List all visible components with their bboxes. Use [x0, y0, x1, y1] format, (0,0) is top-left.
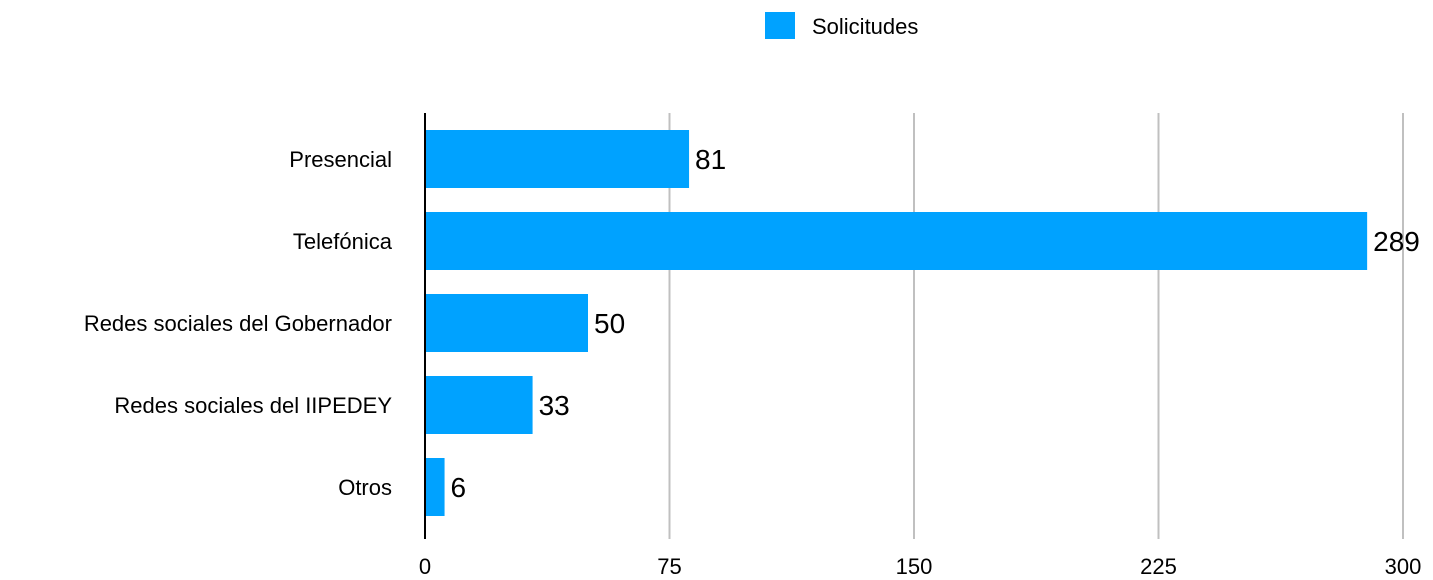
- bar: [425, 458, 445, 516]
- bar: [425, 130, 690, 188]
- data-label: 81: [695, 144, 726, 175]
- x-tick-label: 225: [1140, 554, 1177, 579]
- x-tick-label: 75: [657, 554, 681, 579]
- legend-label: Solicitudes: [812, 14, 918, 39]
- data-label: 289: [1373, 226, 1420, 257]
- category-label: Otros: [338, 475, 392, 500]
- legend: Solicitudes: [765, 12, 918, 39]
- bar: [425, 376, 533, 434]
- data-label: 50: [594, 308, 625, 339]
- bar: [425, 212, 1368, 270]
- x-tick-label: 150: [896, 554, 933, 579]
- bars: [425, 130, 1368, 516]
- category-label: Redes sociales del Gobernador: [84, 311, 392, 336]
- x-tick-label: 300: [1385, 554, 1422, 579]
- bar: [425, 294, 588, 352]
- x-tick-label: 0: [419, 554, 431, 579]
- labels: 0 75 150 225 300 Presencial 81 Telefónica 289 Red…: [84, 144, 1422, 579]
- data-label: 33: [539, 390, 570, 421]
- category-label: Redes sociales del IIPEDEY: [114, 393, 392, 418]
- grid-lines: [668, 113, 1404, 539]
- category-label: Telefónica: [293, 229, 393, 254]
- data-label: 6: [451, 472, 467, 503]
- legend-swatch: [765, 12, 795, 39]
- category-label: Presencial: [289, 147, 392, 172]
